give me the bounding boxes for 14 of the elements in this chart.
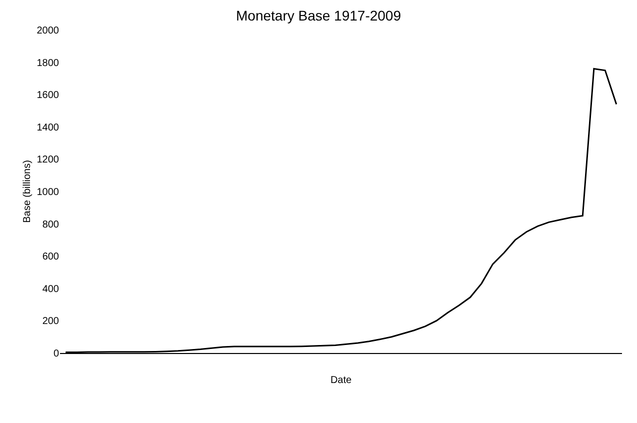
y-tick-label: 800 <box>42 219 60 230</box>
chart-title: Monetary Base 1917-2009 <box>236 7 402 24</box>
y-tick-label: 1600 <box>36 90 60 102</box>
y-axis-title: Base (billions) <box>22 160 33 223</box>
y-tick-label: 1400 <box>36 122 60 134</box>
y-tick-label: 1200 <box>36 154 60 166</box>
y-tick-label: 0 <box>53 348 60 360</box>
y-tick-label: 1000 <box>36 187 60 198</box>
y-tick-label: 200 <box>42 316 60 328</box>
y-tick-label: 400 <box>42 284 60 295</box>
y-tick-label: 2000 <box>36 26 60 36</box>
y-tick-label: 1800 <box>36 58 60 69</box>
x-axis-title: Date <box>330 375 352 386</box>
y-tick-label: 600 <box>42 252 60 263</box>
